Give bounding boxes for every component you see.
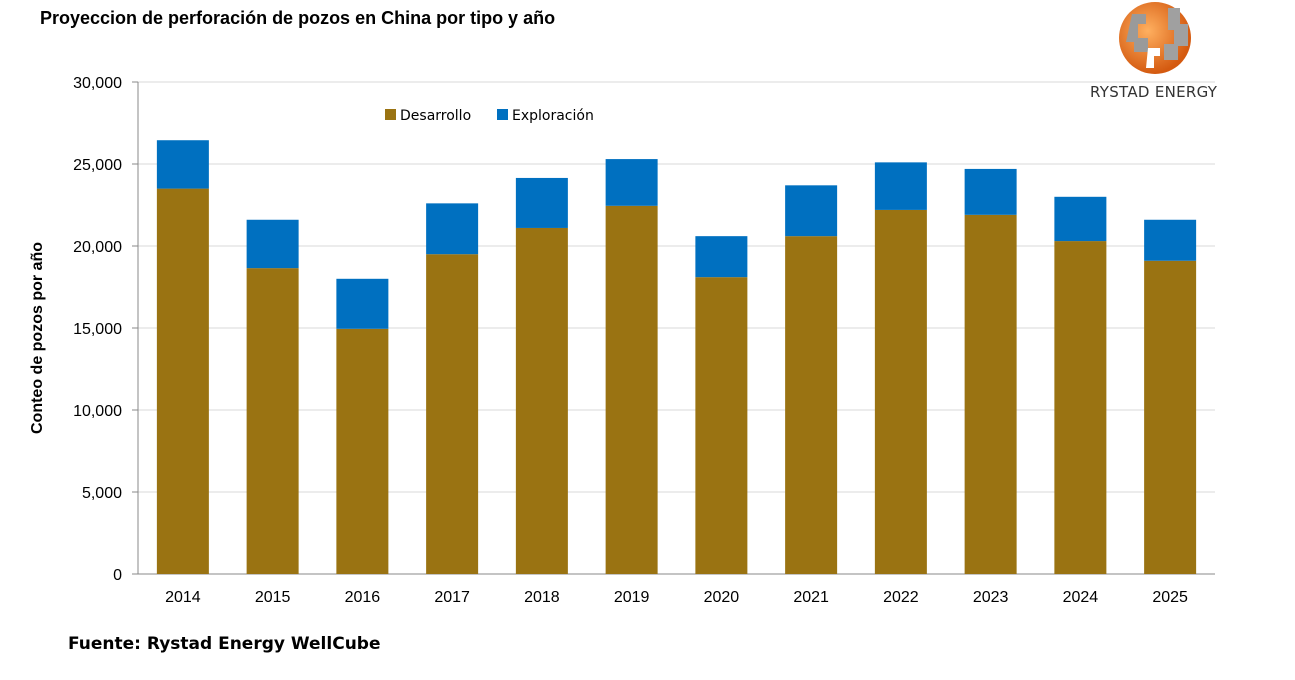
bar-exploración-2020 — [695, 236, 748, 278]
bar-exploración-2018 — [515, 177, 568, 228]
chart-title: Proyeccion de perforación de pozos en Ch… — [40, 8, 556, 28]
y-axis-label: Conteo de pozos por año — [29, 242, 46, 434]
x-tick-label: 2014 — [165, 589, 201, 606]
bar-desarrollo-2020 — [695, 277, 748, 574]
x-tick-label: 2017 — [434, 589, 470, 606]
x-tick-label: 2019 — [614, 589, 650, 606]
legend-label: Exploración — [512, 108, 594, 124]
x-tick-label: 2015 — [255, 589, 291, 606]
bar-desarrollo-2025 — [1144, 260, 1197, 574]
legend-swatch — [385, 109, 396, 120]
bar-desarrollo-2018 — [515, 227, 568, 574]
bar-exploración-2015 — [246, 219, 299, 269]
y-tick-label: 5,000 — [82, 485, 122, 502]
x-tick-label: 2025 — [1152, 589, 1188, 606]
legend-label: Desarrollo — [400, 108, 471, 124]
bar-desarrollo-2019 — [605, 205, 658, 574]
bar-desarrollo-2022 — [874, 209, 927, 575]
bar-exploración-2022 — [874, 162, 927, 210]
bar-exploración-2016 — [336, 278, 389, 329]
bar-desarrollo-2016 — [336, 328, 389, 574]
bar-desarrollo-2015 — [246, 268, 299, 574]
bar-desarrollo-2014 — [156, 188, 209, 574]
bar-exploración-2025 — [1144, 219, 1197, 261]
y-tick-label: 15,000 — [73, 321, 122, 338]
bar-desarrollo-2024 — [1054, 241, 1107, 574]
logo-text: RYSTAD ENERGY — [1090, 83, 1218, 101]
legend-swatch — [497, 109, 508, 120]
x-tick-label: 2024 — [1063, 589, 1099, 606]
bar-exploración-2023 — [964, 168, 1017, 215]
y-tick-label: 0 — [113, 567, 122, 584]
bar-exploración-2021 — [785, 185, 838, 237]
y-tick-label: 30,000 — [73, 75, 122, 92]
bar-exploración-2019 — [605, 159, 658, 206]
x-tick-label: 2020 — [704, 589, 740, 606]
bar-desarrollo-2023 — [964, 214, 1017, 574]
rystad-logo — [1119, 2, 1191, 74]
y-tick-label: 25,000 — [73, 157, 122, 174]
bar-exploración-2017 — [426, 203, 479, 255]
y-tick-label: 20,000 — [73, 239, 122, 256]
source-note: Fuente: Rystad Energy WellCube — [68, 634, 381, 654]
x-tick-label: 2018 — [524, 589, 560, 606]
bar-exploración-2024 — [1054, 196, 1107, 242]
x-tick-label: 2016 — [345, 589, 381, 606]
bar-desarrollo-2021 — [785, 236, 838, 574]
y-tick-label: 10,000 — [73, 403, 122, 420]
x-tick-label: 2023 — [973, 589, 1009, 606]
bar-desarrollo-2017 — [426, 254, 479, 574]
x-tick-label: 2021 — [793, 589, 829, 606]
x-tick-label: 2022 — [883, 589, 919, 606]
bar-exploración-2014 — [156, 140, 209, 189]
